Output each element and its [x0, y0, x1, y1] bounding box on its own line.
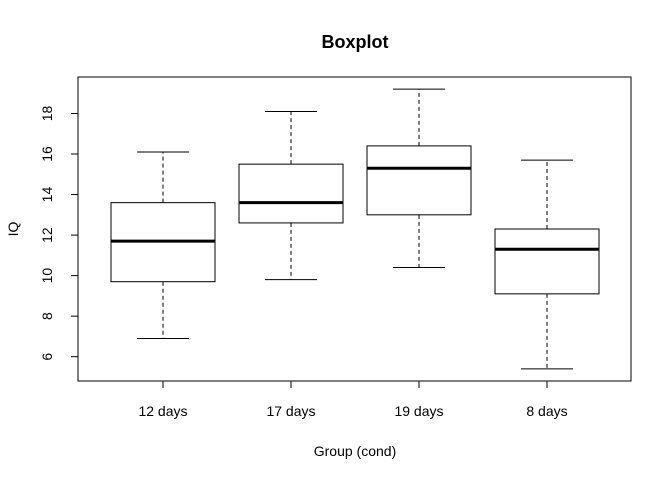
- y-tick-label: 6: [39, 353, 55, 361]
- x-axis-label: Group (cond): [314, 443, 396, 459]
- iqr-box: [366, 145, 472, 216]
- iqr-box: [238, 163, 344, 224]
- box-12-days: [110, 151, 216, 339]
- box-19-days: [366, 88, 472, 269]
- box-17-days: [238, 110, 344, 281]
- box-8-days: [494, 159, 600, 370]
- x-tick-label: 8 days: [526, 403, 567, 419]
- x-tick-label: 19 days: [394, 403, 443, 419]
- y-axis: 6 8 10 12 14 16 18: [39, 105, 79, 361]
- x-tick-label: 12 days: [138, 403, 187, 419]
- y-tick-label: 16: [39, 146, 55, 162]
- y-tick-label: 8: [39, 312, 55, 320]
- chart-title: Boxplot: [322, 32, 389, 52]
- y-axis-label: IQ: [5, 222, 21, 237]
- y-tick-label: 10: [39, 268, 55, 284]
- iqr-box: [494, 228, 600, 295]
- y-tick-label: 14: [39, 187, 55, 203]
- boxes-group: [110, 88, 600, 370]
- x-tick-label: 17 days: [266, 403, 315, 419]
- y-tick-label: 18: [39, 105, 55, 121]
- x-axis: 12 days 17 days 19 days 8 days: [138, 381, 568, 419]
- y-tick-label: 12: [39, 227, 55, 243]
